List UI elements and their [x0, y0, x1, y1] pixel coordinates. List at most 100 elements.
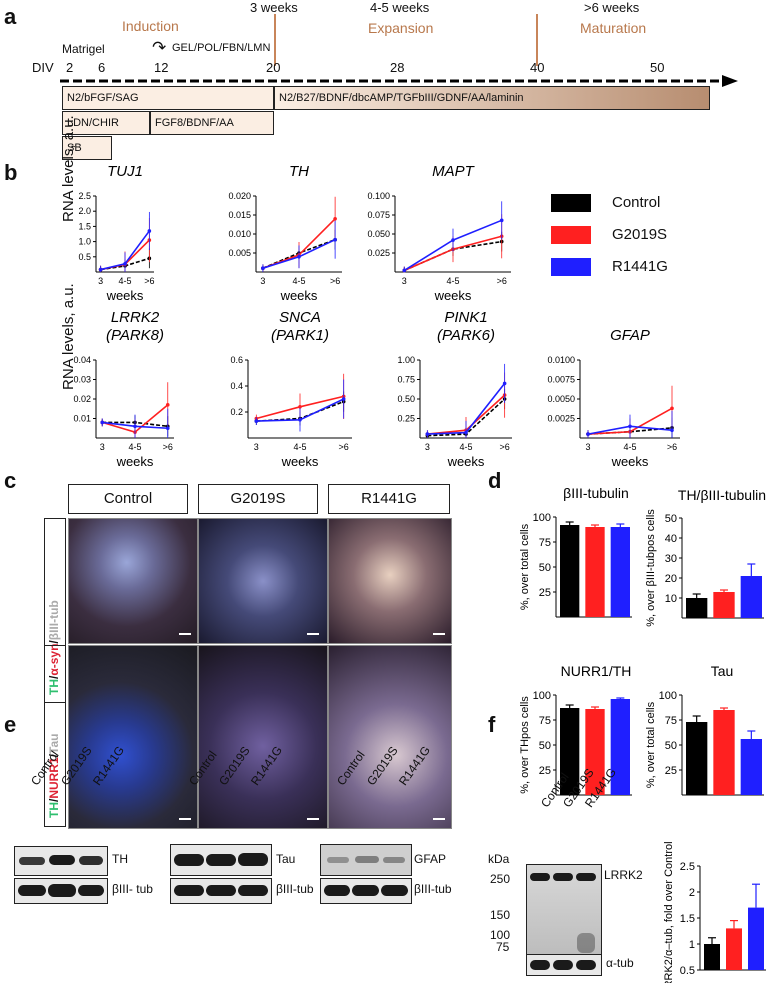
rna-chart-0-ytick-1: 1.0: [78, 237, 91, 247]
rna-chart-6-point-2-1: [628, 424, 632, 429]
bar-chart-4-ytick-0: 0.5: [680, 965, 695, 977]
blot-label-tub-1: βIII- tub: [112, 882, 153, 896]
bar-chart-2-bar-2: [610, 699, 630, 795]
div-label: DIV: [32, 60, 54, 75]
rna-chart-1-ytick-3: 0.020: [228, 191, 251, 201]
bar-chart-2-ytick-2: 75: [539, 715, 551, 727]
row-label-box-2: TH/NURR1/Tau: [44, 645, 66, 827]
bar-chart-1-title: TH/βIII-tubulin: [678, 487, 766, 503]
rna-chart-5-ytick-1: 0.50: [397, 394, 415, 404]
rna-chart-2-point-2-2: [499, 218, 504, 223]
rna-chart-3-title-1: (PARK8): [106, 327, 164, 344]
rna-chart-1-ytick-0: 0.005: [228, 248, 251, 258]
blot-label-th: TH: [112, 852, 128, 866]
rna-chart-6-point-2-0: [586, 432, 590, 436]
rna-chart-5-point-2-0: [425, 432, 430, 436]
medium-box-fgf8: FGF8/BDNF/AA: [150, 111, 274, 135]
coating-arrow-icon: ↷: [152, 38, 167, 57]
rna-chart-2-ytick-2: 0.075: [367, 210, 390, 220]
bar-chart-4-ytick-3: 2: [689, 887, 695, 899]
bar-chart-4-bar-0: [704, 944, 720, 970]
rna-chart-4-xtick-0: 3: [254, 442, 259, 452]
rna-chart-3-point-2-2: [165, 426, 170, 431]
blot-tau: [170, 844, 272, 876]
maturation-weeks-label: >6 weeks: [584, 0, 640, 15]
blot-tub-3: [320, 878, 412, 904]
marker-100: 100: [490, 928, 511, 942]
medium-box-sb: SB: [62, 136, 112, 160]
col-header-r1441g: R1441G: [328, 484, 450, 514]
bar-chart-3-bar-0: [686, 722, 708, 795]
medium-box-ldn-chir: LDN/CHIR: [62, 111, 150, 135]
rna-chart-5-point-2-2: [502, 381, 507, 386]
rna-chart-2-point-2-0: [402, 268, 407, 273]
rna-chart-1-point-2-0: [261, 266, 265, 271]
div-tick-28: 28: [390, 60, 405, 75]
legend-label-g2019s: G2019S: [612, 226, 668, 243]
blot-atub-f: [526, 954, 602, 976]
rna-chart-1-xtick-1: 4-5: [292, 276, 305, 286]
rna-chart-2-series-0: [403, 240, 502, 272]
rna-chart-2-xtick-1: 4-5: [446, 276, 459, 286]
rna-chart-5-xtick-2: >6: [500, 442, 510, 452]
bar-chart-3-ytick-0: 25: [665, 765, 677, 777]
bar-chart-2-ytick-3: 100: [533, 690, 551, 702]
rna-chart-4-ytick-1: 0.4: [230, 381, 243, 391]
panel-label-b: b: [4, 160, 18, 185]
image-r1441g-row2: [328, 645, 452, 829]
marker-line-20: [274, 14, 276, 66]
rna-chart-4-xtick-1: 4-5: [293, 442, 306, 452]
bar-chart-1-ylabel: %, over βIII-tubpos cells: [645, 509, 657, 627]
blot-label-tub-2: βIII-tub: [276, 882, 314, 896]
rna-chart-2-xlabel: weeks: [434, 288, 472, 303]
bar-chart-4-ytick-1: 1: [689, 939, 695, 951]
image-control-row1: [68, 518, 198, 644]
bar-chart-3-ytick-1: 50: [665, 740, 677, 752]
blot-lrrk2: [526, 864, 602, 958]
bar-chart-3-ylabel: %, over total cells: [645, 701, 657, 788]
kda-label: kDa: [488, 852, 510, 866]
rna-chart-1-xtick-2: >6: [330, 276, 340, 286]
rna-chart-1-title-0: TH: [289, 163, 309, 180]
rna-chart-5-ytick-3: 1.00: [397, 355, 415, 365]
rna-chart-4-point-2-1: [298, 418, 302, 422]
rna-chart-2-ytick-0: 0.025: [367, 248, 390, 258]
col-header-g2019s: G2019S: [198, 484, 318, 514]
rna-chart-1-ytick-2: 0.015: [228, 210, 251, 220]
expansion-weeks-label: 4-5 weeks: [370, 0, 430, 15]
rna-chart-3-point-2-1: [133, 424, 137, 429]
rna-chart-4-point-1-1: [298, 405, 302, 409]
bar-chart-2-bar-1: [585, 709, 605, 795]
rna-chart-6-xtick-1: 4-5: [623, 442, 636, 452]
panel-label-a: a: [4, 4, 17, 29]
rna-chart-1-xtick-0: 3: [260, 276, 265, 286]
marker-250: 250: [490, 872, 511, 886]
bar-chart-2-bar-0: [560, 708, 580, 795]
rna-chart-4-ytick-0: 0.2: [230, 407, 243, 417]
rna-chart-3-xtick-2: >6: [163, 442, 173, 452]
stage-expansion: Expansion: [368, 20, 434, 36]
rna-chart-3-xtick-1: 4-5: [128, 442, 141, 452]
bar-chart-0-bar-0: [560, 525, 580, 617]
bar-chart-4-bar-2: [748, 907, 764, 970]
rna-chart-1-point-2-1: [297, 254, 301, 259]
rna-chart-6-point-2-2: [670, 428, 674, 433]
rna-chart-5-point-2-1: [464, 430, 468, 435]
rna-chart-0-xtick-2: >6: [144, 276, 154, 286]
rna-chart-0-point-2-1: [123, 261, 127, 266]
rna-chart-2-point-2-1: [451, 238, 455, 242]
bar-chart-1-ytick-1: 20: [665, 573, 677, 585]
bar-chart-3-bar-1: [713, 710, 735, 795]
rna-chart-4-xlabel: weeks: [281, 454, 319, 469]
rna-chart-3-xtick-0: 3: [100, 442, 105, 452]
rna-chart-6-xlabel: weeks: [611, 454, 649, 469]
rna-chart-0-ytick-4: 2.5: [78, 191, 91, 201]
rna-chart-6-xtick-0: 3: [585, 442, 590, 452]
bar-chart-3-ytick-2: 75: [665, 715, 677, 727]
rna-chart-2-ytick-3: 0.100: [367, 191, 390, 201]
rna-chart-6-ytick-0: 0.0025: [547, 414, 575, 424]
div-tick-6: 6: [98, 60, 106, 75]
blot-label-gfap: GFAP: [414, 852, 447, 866]
rna-chart-6-ytick-1: 0.0050: [547, 394, 575, 404]
rna-chart-0-point-2-0: [98, 267, 103, 272]
